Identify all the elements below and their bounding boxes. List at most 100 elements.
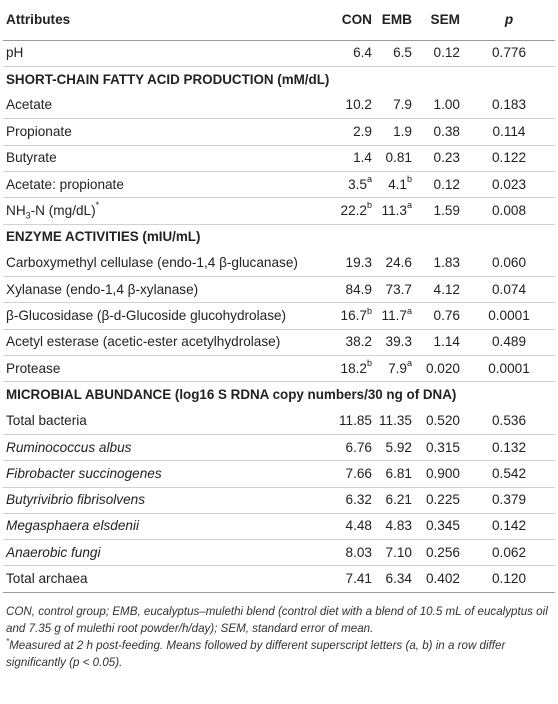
con-value-number: 22.2 bbox=[340, 202, 367, 218]
con-value: 6.4 bbox=[326, 40, 375, 67]
emb-value: 4.83 bbox=[375, 513, 415, 541]
con-value-number: 3.5 bbox=[348, 176, 367, 192]
p-value: 0.536 bbox=[463, 408, 555, 435]
footnote-abbreviations: CON, control group; EMB, eucalyptus–mule… bbox=[6, 604, 548, 635]
table-row: Protease 18.2b 7.9a 0.020 0.0001 bbox=[3, 355, 555, 383]
con-value-number: 6.32 bbox=[345, 492, 372, 508]
con-value-number: 8.03 bbox=[345, 544, 372, 560]
con-value-number: 84.9 bbox=[345, 281, 372, 297]
emb-value-superscript: a bbox=[406, 358, 412, 369]
p-value: 0.489 bbox=[463, 329, 555, 357]
emb-value: 7.9a bbox=[375, 355, 415, 383]
row-label: NH3-N (mg/dL)* bbox=[3, 197, 326, 225]
emb-value-number: 7.10 bbox=[385, 544, 412, 560]
emb-value-number: 6.34 bbox=[385, 571, 412, 587]
section-title: MICROBIAL ABUNDANCE (log16 S RDNA copy n… bbox=[6, 387, 457, 403]
con-value-number: 7.66 bbox=[345, 465, 372, 481]
sem-value: 0.12 bbox=[415, 171, 463, 199]
emb-value-number: 6.5 bbox=[393, 45, 412, 61]
con-value: 2.9 bbox=[326, 118, 375, 146]
con-value: 8.03 bbox=[326, 539, 375, 567]
p-value: 0.183 bbox=[463, 92, 555, 120]
con-value-superscript: b bbox=[366, 305, 372, 316]
table-row: β-Glucosidase (β-d-Glucoside glucohydrol… bbox=[3, 302, 555, 330]
emb-value: 6.81 bbox=[375, 460, 415, 488]
emb-value-number: 4.1 bbox=[388, 176, 407, 192]
emb-value-number: 5.92 bbox=[385, 439, 412, 455]
table-header-row: Attributes CON EMB SEM p bbox=[3, 0, 555, 41]
con-value: 38.2 bbox=[326, 329, 375, 357]
con-value: 10.2 bbox=[326, 92, 375, 120]
sem-value: 0.23 bbox=[415, 145, 463, 172]
sem-value: 0.256 bbox=[415, 539, 463, 567]
row-label-superscript: * bbox=[95, 200, 100, 211]
emb-value-number: 11.35 bbox=[378, 413, 412, 429]
emb-value-number: 39.3 bbox=[385, 334, 412, 350]
p-value: 0.023 bbox=[463, 171, 555, 199]
p-value: 0.542 bbox=[463, 460, 555, 488]
con-value-superscript: b bbox=[366, 200, 372, 211]
section-header-row: MICROBIAL ABUNDANCE (log16 S RDNA copy n… bbox=[3, 382, 555, 408]
emb-value: 7.10 bbox=[375, 539, 415, 567]
section-title: ENZYME ACTIVITIES (mIU/mL) bbox=[6, 229, 201, 245]
sem-value: 0.020 bbox=[415, 355, 463, 383]
emb-value: 6.5 bbox=[375, 40, 415, 67]
row-label: Anaerobic fungi bbox=[3, 539, 326, 567]
table-row: Acetyl esterase (acetic-ester acetylhydr… bbox=[3, 329, 555, 357]
header-con: CON bbox=[326, 0, 375, 41]
emb-value: 5.92 bbox=[375, 434, 415, 462]
section-header-row: SHORT-CHAIN FATTY ACID PRODUCTION (mM/dL… bbox=[3, 66, 555, 92]
con-value-superscript: a bbox=[366, 174, 372, 185]
emb-value: 24.6 bbox=[375, 250, 415, 278]
con-value: 1.4 bbox=[326, 145, 375, 172]
con-value: 11.85 bbox=[326, 408, 375, 435]
p-value: 0.120 bbox=[463, 565, 555, 593]
p-value: 0.0001 bbox=[463, 355, 555, 383]
section-title: SHORT-CHAIN FATTY ACID PRODUCTION (mM/dL… bbox=[6, 71, 330, 87]
emb-value-number: 24.6 bbox=[385, 255, 412, 271]
sem-value: 0.12 bbox=[415, 40, 463, 67]
con-value-number: 2.9 bbox=[353, 124, 372, 140]
table-row: Acetate 10.2 7.9 1.00 0.183 bbox=[3, 92, 555, 120]
section-header-row: ENZYME ACTIVITIES (mIU/mL) bbox=[3, 224, 555, 250]
row-label-rest: -N (mg/dL) bbox=[30, 202, 96, 218]
sem-value: 0.76 bbox=[415, 302, 463, 330]
sem-value: 0.315 bbox=[415, 434, 463, 462]
table-body: pH 6.4 6.5 0.12 0.776 SHORT-CHAIN FATTY ACID … bbox=[3, 40, 555, 593]
con-value-number: 6.4 bbox=[353, 45, 372, 61]
emb-value: 39.3 bbox=[375, 329, 415, 357]
p-value: 0.062 bbox=[463, 539, 555, 567]
emb-value: 1.9 bbox=[375, 118, 415, 146]
row-label: Total bacteria bbox=[3, 408, 326, 435]
emb-value-number: 7.9 bbox=[393, 97, 412, 113]
sem-value: 0.520 bbox=[415, 408, 463, 435]
emb-value: 11.7a bbox=[375, 302, 415, 330]
emb-value: 4.1b bbox=[375, 171, 415, 199]
con-value-number: 11.85 bbox=[338, 413, 372, 429]
p-value: 0.122 bbox=[463, 145, 555, 172]
emb-value-superscript: b bbox=[406, 174, 412, 185]
emb-value-number: 6.21 bbox=[385, 492, 412, 508]
con-value: 22.2b bbox=[326, 197, 375, 225]
con-value-number: 16.7 bbox=[340, 308, 367, 324]
table-row: Acetate: propionate 3.5a 4.1b 0.12 0.023 bbox=[3, 171, 555, 199]
row-label: Xylanase (endo-1,4 β-xylanase) bbox=[3, 276, 326, 304]
emb-value: 7.9 bbox=[375, 92, 415, 120]
row-label-main: NH bbox=[6, 202, 26, 218]
row-label: Acetate: propionate bbox=[3, 171, 326, 199]
con-value: 6.76 bbox=[326, 434, 375, 462]
sem-value: 0.402 bbox=[415, 565, 463, 593]
con-value: 84.9 bbox=[326, 276, 375, 304]
header-emb: EMB bbox=[375, 0, 415, 41]
row-label: Total archaea bbox=[3, 565, 326, 593]
con-value: 19.3 bbox=[326, 250, 375, 278]
row-label: β-Glucosidase (β-d-Glucoside glucohydrol… bbox=[3, 302, 326, 330]
row-label-subscript: 3 bbox=[25, 210, 31, 221]
table-row: NH3-N (mg/dL)* 22.2b 11.3a 1.59 0.008 bbox=[3, 197, 555, 225]
row-label: Megasphaera elsdenii bbox=[3, 513, 326, 541]
table-row: Megasphaera elsdenii 4.48 4.83 0.345 0.142 bbox=[3, 513, 555, 541]
emb-value: 6.21 bbox=[375, 487, 415, 514]
sem-value: 0.345 bbox=[415, 513, 463, 541]
p-value: 0.114 bbox=[463, 118, 555, 146]
